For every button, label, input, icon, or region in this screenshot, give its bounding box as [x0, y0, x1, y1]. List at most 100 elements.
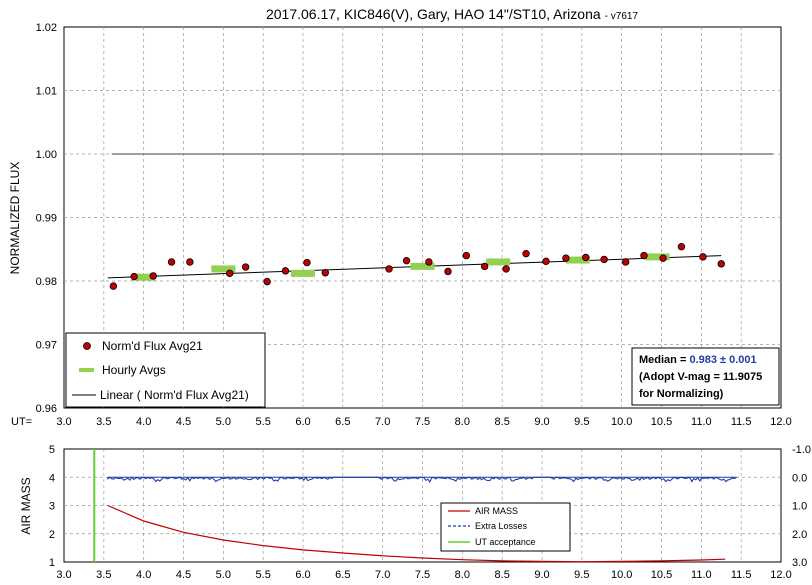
legend-label-hourly: Hourly Avgs: [102, 363, 166, 377]
bottom-legend: AIR MASS Extra Losses UT acceptance: [440, 502, 571, 552]
flux-point: [600, 255, 608, 264]
adopt-vmag-text: (Adopt V-mag = 11.9075: [639, 371, 762, 383]
x-tick-label: 5.0: [216, 416, 231, 428]
x-tick-label: 4.5: [176, 569, 191, 581]
x-tick-label: 4.0: [136, 569, 151, 581]
x-tick-label: 8.0: [455, 569, 470, 581]
x-tick-label: 6.0: [295, 569, 310, 581]
flux-point: [462, 251, 471, 260]
x-tick-label: 9.5: [574, 416, 589, 428]
y2-tick-label: 0.0: [792, 472, 807, 484]
x-tick-label: 6.5: [335, 569, 350, 581]
median-line: Median = 0.983 ± 0.001: [639, 354, 757, 366]
air-mass-curve: [107, 504, 726, 563]
x-tick-label: 10.0: [611, 416, 632, 428]
y2-tick-label: 2.0: [792, 529, 807, 541]
hourly-avg-marker: [211, 265, 236, 273]
x-tick-label: 10.0: [611, 569, 632, 581]
flux-point: [303, 258, 311, 267]
x-tick-label: 9.0: [534, 569, 549, 581]
y-tick-label: 1: [49, 557, 55, 569]
y-tick-label: 5: [49, 444, 55, 456]
legend-label-airmass: AIR MASS: [475, 506, 518, 516]
flux-point: [226, 269, 234, 278]
flux-point: [522, 249, 530, 258]
flux-point: [542, 257, 550, 266]
x-tick-label: 11.5: [731, 416, 752, 428]
flux-point: [263, 277, 271, 286]
x-tick-label: 4.0: [136, 416, 151, 428]
y-tick-label: 1.00: [36, 149, 57, 161]
flux-point: [640, 251, 648, 260]
top-legend: Norm'd Flux Avg21 Hourly Avgs Linear ( N…: [65, 332, 266, 408]
flux-point: [621, 258, 630, 266]
flux-point: [402, 256, 411, 265]
x-tick-label: 10.5: [651, 569, 672, 581]
x-axis-label: UT=: [11, 416, 32, 428]
top-data-marks: [107, 153, 774, 290]
bottom-x-tick-labels: 3.0 3.5 4.0 4.5 5.0 5.5 6.0 6.5 7.0 7.5 8.0 8.5 9.0 9…: [56, 569, 791, 581]
x-tick-label: 7.0: [375, 569, 390, 581]
hourly-avg-marker: [486, 258, 511, 266]
flux-point: [385, 265, 393, 273]
x-tick-label: 11.0: [691, 569, 712, 581]
flux-point: [480, 262, 489, 271]
y-tick-label: 2: [49, 529, 55, 541]
flux-point: [444, 267, 452, 276]
x-tick-label: 12.0: [770, 416, 791, 428]
hourly-avg-marker: [131, 273, 156, 281]
y-tick-label: 0.96: [36, 403, 57, 415]
flux-point: [502, 265, 510, 273]
y-tick-label: 1.02: [36, 22, 57, 34]
x-tick-label: 12.0: [770, 569, 791, 581]
y-tick-label: 0.98: [36, 276, 57, 288]
flux-point: [321, 269, 330, 277]
x-tick-label: 5.0: [216, 569, 231, 581]
y2-tick-label: -1.0: [792, 444, 811, 456]
flux-point: [699, 253, 707, 261]
flux-point: [281, 267, 290, 275]
x-tick-label: 7.0: [375, 416, 390, 428]
x-tick-label: 3.0: [56, 569, 71, 581]
x-tick-label: 7.5: [415, 569, 430, 581]
median-annotation: Median = 0.983 ± 0.001 (Adopt V-mag = 11…: [631, 347, 780, 406]
x-tick-label: 11.5: [731, 569, 752, 581]
hourly-avg-marker: [410, 262, 435, 270]
legend-label-ut-acceptance: UT acceptance: [475, 537, 535, 547]
x-tick-label: 9.0: [534, 416, 549, 428]
legend-marker-flux: [83, 342, 91, 350]
y-tick-label: 3: [49, 501, 55, 513]
bottom-y-tick-labels: 1 2 3 4 5: [49, 444, 55, 569]
flux-point: [659, 254, 667, 262]
flux-point: [241, 263, 250, 271]
x-tick-label: 8.0: [455, 416, 470, 428]
y-axis-label: NORMALIZED FLUX: [8, 162, 22, 275]
hourly-avg-marker: [291, 269, 315, 277]
bottom-data-marks: [93, 449, 738, 563]
hourly-avg-marker: [565, 256, 590, 264]
x-tick-label: 6.5: [335, 416, 350, 428]
x-tick-label: 8.5: [495, 569, 510, 581]
x-tick-label: 5.5: [256, 416, 271, 428]
x-tick-label: 4.5: [176, 416, 191, 428]
bottom-chart: 1 2 3 4 5 3.0 2.0 1.0 0.0 -1.0 3.0 3.5 4.0 4.5 5.0 5.…: [19, 444, 811, 581]
bottom-gridlines: [64, 449, 781, 562]
x-tick-label: 3.5: [96, 416, 111, 428]
flux-point: [677, 243, 686, 251]
top-y-tick-labels: 0.96 0.97 0.98 0.99 1.00 1.01 1.02: [36, 22, 57, 415]
top-x-tick-labels: 3.0 3.5 4.0 4.5 5.0 5.5 6.0 6.5 7.0 7.5 8.0 8.5 9.0 9…: [56, 416, 791, 428]
air-mass-axis-label: AIR MASS: [19, 477, 33, 534]
x-tick-label: 6.0: [295, 416, 310, 428]
x-tick-label: 8.5: [495, 416, 510, 428]
legend-box: [65, 332, 266, 408]
x-tick-label: 3.0: [56, 416, 71, 428]
flux-point: [130, 272, 138, 281]
legend-label-linear: Linear ( Norm'd Flux Avg21): [100, 388, 249, 402]
x-tick-label: 9.5: [574, 569, 589, 581]
flux-point: [109, 282, 118, 290]
x-tick-label: 3.5: [96, 569, 111, 581]
y2-tick-label: 3.0: [792, 557, 807, 569]
y2-tick-label: 1.0: [792, 501, 807, 513]
flux-point: [186, 258, 194, 266]
